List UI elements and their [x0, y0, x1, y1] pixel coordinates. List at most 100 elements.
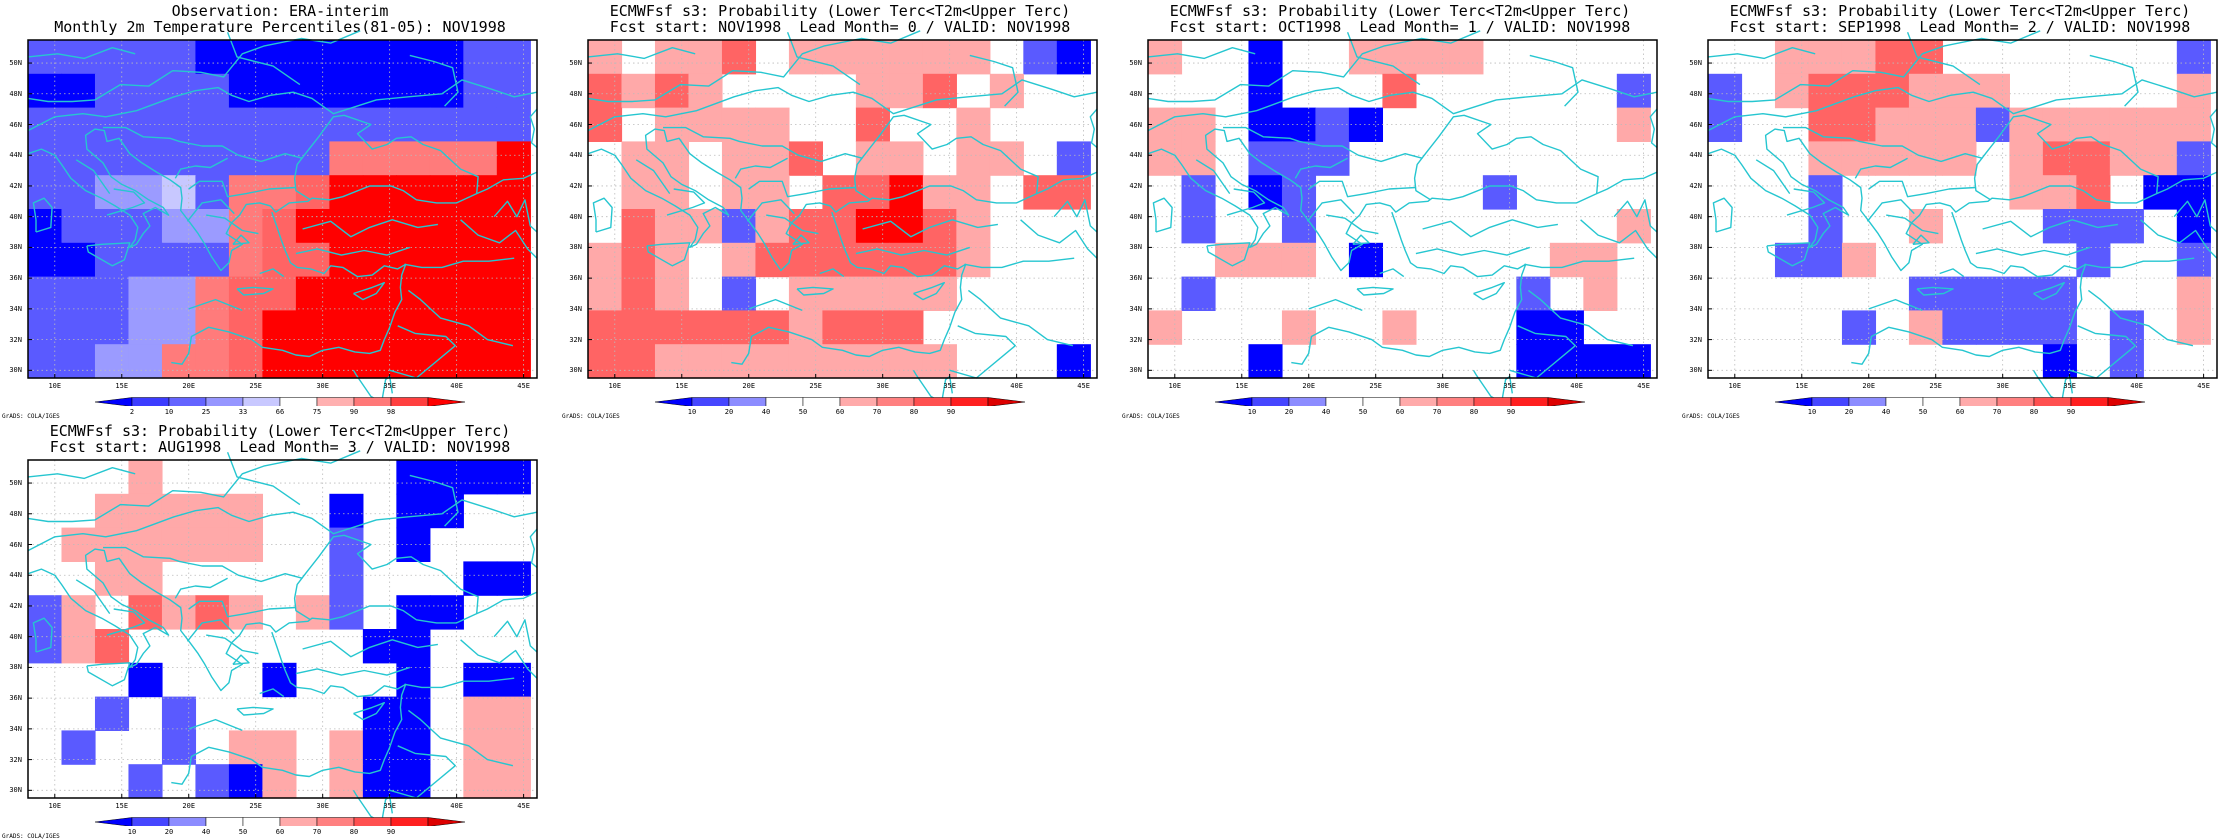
- grid-cell: [28, 209, 63, 244]
- grid-cell: [262, 107, 297, 142]
- coastline: [1195, 159, 1231, 195]
- grid-cell: [1181, 276, 1216, 311]
- grid-cell: [721, 344, 757, 379]
- grid-cell: [161, 40, 197, 75]
- colorbar-swatch: [1996, 397, 2035, 406]
- grid-cell: [94, 561, 130, 596]
- grid-cell: [922, 209, 957, 244]
- grid-cell: [362, 310, 397, 345]
- coastline: [27, 46, 136, 60]
- grid-cell: [262, 209, 297, 244]
- grid-cell: [1056, 344, 1091, 379]
- grid-cell: [654, 141, 690, 176]
- grid-cell: [621, 73, 656, 109]
- grid-cell: [1808, 40, 1843, 75]
- colorbar-swatch: [1811, 397, 1850, 406]
- coastline: [2173, 199, 2218, 233]
- grid-cell: [855, 175, 890, 210]
- coastline: [1755, 159, 1791, 195]
- grid-cell: [295, 242, 330, 278]
- grid-cell: [2109, 344, 2144, 379]
- coastline: [1147, 79, 1658, 132]
- coastline: [1854, 157, 1908, 179]
- grid-cell: [1942, 310, 1977, 345]
- colorbar-label: 90: [2066, 408, 2076, 416]
- grid-cell: [429, 175, 464, 210]
- grid-cell: [128, 209, 163, 244]
- grid-cell: [1975, 310, 2010, 345]
- colorbar-label: 80: [909, 408, 919, 416]
- lat-label: 32N: [1689, 335, 1702, 344]
- lat-label: 44N: [569, 151, 582, 160]
- lon-label: 20E: [1862, 382, 1876, 390]
- grid-cell: [429, 242, 464, 278]
- coastline: [969, 54, 1019, 107]
- grid-cell: [228, 242, 264, 278]
- grid-cell: [1056, 141, 1091, 176]
- grid-cell: [429, 276, 464, 311]
- grid-cell: [855, 73, 890, 109]
- grid-cell: [588, 276, 623, 311]
- map-panel-lead-3: ECMWFsf s3: Probability (Lower Terc<T2m<…: [0, 420, 560, 840]
- grid-cell: [496, 764, 531, 799]
- grid-cell: [1023, 40, 1058, 75]
- grid-cell: [463, 209, 498, 244]
- lat-label: 36N: [569, 274, 582, 283]
- lat-label: 36N: [9, 694, 22, 703]
- lat-label: 42N: [569, 181, 582, 190]
- coastline: [1766, 242, 1811, 267]
- grid-cell: [362, 242, 397, 278]
- grid-cell: [2176, 209, 2211, 244]
- grid-cell: [28, 141, 63, 176]
- coastline: [493, 619, 538, 653]
- coastline: [32, 617, 53, 653]
- grid-cell: [654, 209, 690, 244]
- grid-cell: [2109, 141, 2144, 176]
- coastline: [1036, 171, 1098, 195]
- lon-label: 20E: [742, 382, 756, 390]
- panel-title-line2: Monthly 2m Temperature Percentiles(81-05…: [54, 18, 506, 36]
- grid-cell: [463, 460, 498, 495]
- lat-label: 30N: [1689, 366, 1702, 375]
- grid-cell: [1841, 73, 1877, 109]
- grid-cell: [128, 141, 163, 176]
- colorbar-swatch: [205, 817, 244, 826]
- lat-label: 34N: [9, 304, 22, 313]
- grid-cell: [161, 242, 197, 278]
- coastline: [493, 199, 538, 233]
- coastline: [1524, 257, 1635, 269]
- map-area: 30N 32N 34N 36N 38N 40N 42N 44N 46N 48N 50N 10E 15E 2…: [1129, 30, 1658, 404]
- grid-cell: [2109, 209, 2144, 244]
- grid-cell: [195, 107, 230, 142]
- coastline: [663, 126, 863, 163]
- colorbar-swatch: [168, 397, 207, 406]
- coastline: [855, 246, 971, 256]
- grid-cell: [496, 107, 531, 142]
- colorbar-label: 50: [1358, 408, 1368, 416]
- lon-label: 15E: [1795, 382, 1809, 390]
- grid-cell: [788, 242, 824, 278]
- grid-cell: [1482, 175, 1517, 210]
- coastline: [1866, 199, 1915, 222]
- lat-label: 32N: [1129, 335, 1142, 344]
- grid-cell: [61, 141, 96, 176]
- lat-label: 32N: [9, 755, 22, 764]
- grid-cell: [329, 209, 364, 244]
- lon-label: 20E: [1302, 382, 1316, 390]
- grid-cell: [1549, 242, 1584, 278]
- colorbar-swatch: [131, 397, 170, 406]
- panel-title-line2: Fcst start: NOV1998 Lead Month= 0 / VALI…: [609, 18, 1071, 36]
- grid-cell: [956, 242, 991, 278]
- grid-cell: [128, 310, 163, 345]
- coastline: [206, 214, 259, 235]
- grid-cell: [329, 561, 364, 596]
- lat-label: 38N: [9, 243, 22, 252]
- grid-cell: [262, 276, 297, 311]
- grid-cell: [822, 310, 857, 345]
- colorbar-label: 90: [1506, 408, 1516, 416]
- coastline: [171, 631, 407, 785]
- coastline: [86, 662, 131, 687]
- grid-cell: [889, 209, 924, 244]
- lon-label: 30E: [876, 382, 889, 390]
- grid-cell: [1583, 344, 1618, 379]
